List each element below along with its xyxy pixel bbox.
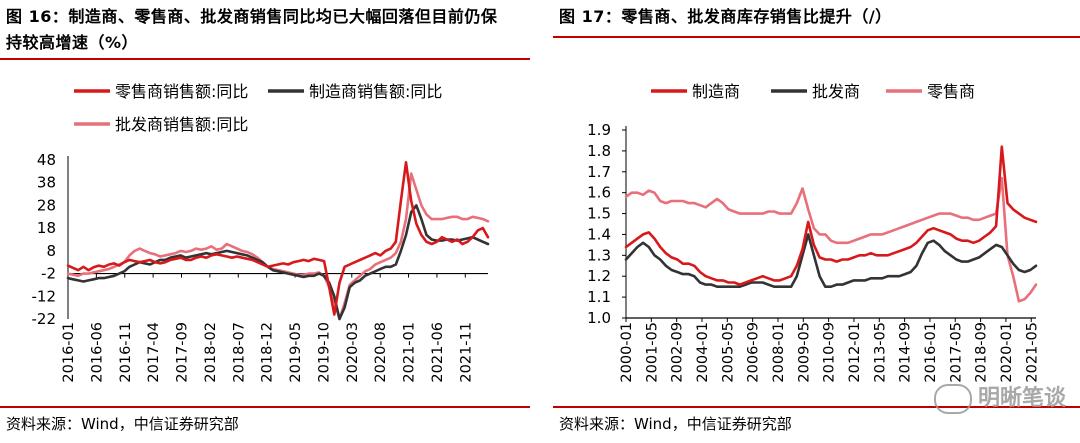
left-chart-title: 图 16：制造商、零售商、批发商销售同比均已大幅回落但目前仍保持较高增速（%） [6,7,498,52]
x-tick-label: 2021-06 [430,322,446,383]
x-tick-label: 2002-09 [670,322,686,383]
right-source-note: 资料来源：Wind，中信证券研究部 [559,415,792,433]
x-tick-label: 2009-05 [796,322,812,383]
series-line [624,233,1038,289]
left-title-rule [0,58,530,60]
x-tick-label: 2012-01 [847,322,863,383]
x-tick-label: 2014-09 [898,322,914,383]
y-tick-label: 38 [37,174,56,192]
legend-label: 零售商 [927,82,975,101]
x-tick-label: 2017-09 [175,322,191,383]
x-tick-label: 2018-07 [231,322,247,383]
x-tick-label: 2005-05 [720,322,736,383]
y-tick-label: 1.6 [587,184,611,202]
right-chart-title: 图 17：零售商、批发商库存销售比提升（/） [559,7,892,26]
y-tick-label: 28 [37,196,56,214]
legend-label: 批发商 [812,82,860,101]
x-tick-label: 2021-11 [458,322,474,383]
right-title-rule [553,36,1080,38]
y-tick-label: -2 [41,265,56,283]
legend-label: 制造商销售额:同比 [309,82,442,101]
series-line [66,204,490,321]
left-chart-panel: 图 16：制造商、零售商、批发商销售同比均已大幅回落但目前仍保持较高增速（%） … [0,0,530,443]
right-line-chart: 制造商 批发商 零售商 1.0 1.1 1.2 1.3 1.4 1.5 1.6 1.7 1.8 1.9 2… [587,82,1040,383]
y-tick-label: 1.9 [587,121,611,139]
x-tick-label: 2006-09 [746,322,762,383]
y-tick-label: 8 [46,242,56,260]
watermark-text: 明晰笔谈 [977,386,1066,411]
y-tick-label: 1.4 [587,225,611,243]
x-tick-label: 2021-01 [402,322,418,383]
y-tick-label: 18 [37,219,56,237]
x-tick-label: 2013-05 [872,322,888,383]
x-tick-label: 2016-11 [118,322,134,383]
x-tick-label: 2017-04 [146,322,162,383]
x-tick-label: 2021-05 [1024,322,1040,383]
x-tick-label: 2020-08 [373,322,389,383]
x-tick-label: 2000-01 [619,322,635,383]
watermark: 明晰笔谈 [933,380,1066,414]
x-tick-label: 2018-02 [203,322,219,383]
y-tick-label: -12 [32,287,57,305]
right-source-rule [553,406,1080,408]
x-tick-label: 2016-06 [89,322,105,383]
x-tick-label: 2010-09 [822,322,838,383]
x-tick-label: 2001-05 [644,322,660,383]
legend-label: 批发商销售额:同比 [115,115,248,134]
legend-label: 零售商销售额:同比 [115,82,248,101]
y-tick-label: 1.0 [587,309,611,327]
wechat-icon [933,384,972,414]
left-source-note: 资料来源：Wind，中信证券研究部 [6,415,239,433]
left-source-rule [0,406,530,408]
y-tick-label: 1.3 [587,246,611,264]
right-chart-panel: 图 17：零售商、批发商库存销售比提升（/） 制造商 批发商 零售商 1.0 1.1 1.… [553,0,1080,443]
x-tick-label: 2020-03 [345,322,361,383]
series-line [66,172,490,321]
x-tick-label: 2018-12 [260,322,276,383]
x-tick-label: 2019-05 [288,322,304,383]
y-tick-label: 1.8 [587,142,611,160]
y-tick-label: 1.1 [587,288,611,306]
x-tick-label: 2016-01 [923,322,939,383]
x-tick-label: 2004-01 [695,322,711,383]
legend-label: 制造商 [692,82,740,101]
y-tick-label: 1.5 [587,205,611,223]
series-line [624,176,1038,303]
y-tick-label: 1.7 [587,163,611,181]
series-line [66,161,490,316]
y-tick-label: 1.2 [587,267,611,285]
x-tick-label: 2017-05 [948,322,964,383]
y-tick-label: -22 [32,310,57,328]
x-tick-label: 2008-01 [771,322,787,383]
x-tick-label: 2020-01 [999,322,1015,383]
x-tick-label: 2019-10 [316,322,332,383]
x-tick-label: 2016-01 [61,322,77,383]
x-tick-label: 2018-09 [974,322,990,383]
series-line [624,145,1038,286]
y-tick-label: 48 [37,151,56,169]
